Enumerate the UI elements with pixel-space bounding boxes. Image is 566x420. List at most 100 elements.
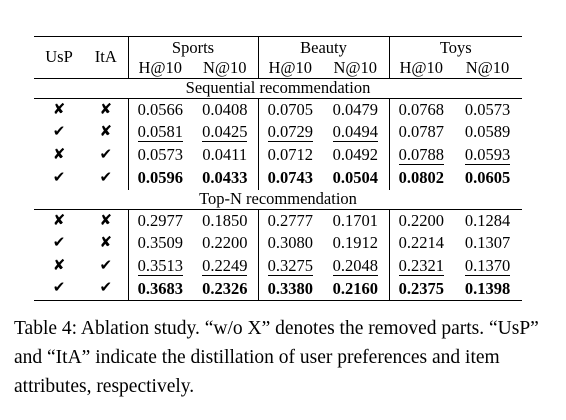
value-text: 0.0802 <box>398 167 444 187</box>
usp-mark-icon: ✘ <box>52 212 66 229</box>
value-cell: 0.1701 <box>322 209 390 233</box>
value-cell: 0.0581 <box>128 121 192 144</box>
value-cell: 0.1398 <box>453 277 523 301</box>
value-cell: 0.0433 <box>192 166 259 190</box>
usp-mark-icon: ✘ <box>52 146 66 163</box>
group-header-sports: Sports <box>128 36 259 59</box>
value-text: 0.1398 <box>464 278 511 298</box>
value-text: 0.1701 <box>332 210 378 230</box>
value-text: 0.0411 <box>202 145 248 165</box>
value-text: 0.0573 <box>137 145 183 165</box>
table-row: ✘ ✔ 0.0573 0.0411 0.0712 0.0492 0.0788 0.0593 <box>34 144 522 167</box>
value-text: 0.3080 <box>267 233 313 253</box>
table-row: ✔ ✘ 0.0581 0.0425 0.0729 0.0494 0.0787 0.0589 <box>34 121 522 144</box>
value-text: 0.3380 <box>267 278 313 298</box>
value-cell: 0.2214 <box>389 232 453 255</box>
metric-header: H@10 <box>389 58 453 79</box>
value-text: 0.0408 <box>202 99 248 119</box>
table-row: ✘ ✘ 0.0566 0.0408 0.0705 0.0479 0.0768 0.0573 <box>34 98 522 122</box>
value-text: 0.1850 <box>202 210 248 230</box>
value-text: 0.0566 <box>137 99 183 119</box>
ablation-table: UsP ItA Sports Beauty Toys H@10 N@10 H@1… <box>34 36 523 301</box>
value-text: 0.0433 <box>202 167 248 187</box>
usp-header: UsP <box>34 36 84 79</box>
usp-mark-icon: ✔ <box>52 235 66 252</box>
value-cell: 0.0712 <box>258 144 322 167</box>
metric-header: N@10 <box>192 58 259 79</box>
value-cell: 0.0593 <box>453 144 522 167</box>
value-cell: 0.0573 <box>128 144 192 167</box>
ita-mark-icon: ✔ <box>84 255 129 278</box>
value-cell: 0.3275 <box>258 255 322 278</box>
value-text: 0.0494 <box>332 122 378 142</box>
value-cell: 0.0504 <box>322 166 390 190</box>
group-header-beauty: Beauty <box>258 36 390 59</box>
value-cell: 0.0411 <box>192 144 259 167</box>
value-text: 0.0788 <box>398 145 444 165</box>
value-cell: 0.0589 <box>453 121 522 144</box>
usp-mark-icon: ✔ <box>34 277 84 301</box>
value-text: 0.0596 <box>137 167 183 187</box>
value-cell: 0.2200 <box>192 232 259 255</box>
value-cell: 0.3509 <box>128 232 192 255</box>
ita-mark-icon: ✔ <box>84 144 129 167</box>
value-cell: 0.0479 <box>322 98 390 122</box>
value-text: 0.0729 <box>267 122 313 142</box>
value-text: 0.3683 <box>137 278 183 298</box>
usp-mark-icon: ✔ <box>52 169 66 186</box>
value-cell: 0.2321 <box>389 255 453 278</box>
table-row: ✘ ✘ 0.2977 0.1850 0.2777 0.1701 0.2200 0.1284 <box>34 209 522 233</box>
value-cell: 0.2048 <box>322 255 390 278</box>
section-row: Sequential recommendation <box>34 78 523 99</box>
value-text: 0.0581 <box>137 122 183 142</box>
value-text: 0.0593 <box>464 145 511 165</box>
value-text: 0.0479 <box>332 99 378 119</box>
value-text: 0.0705 <box>267 99 313 119</box>
value-text: 0.0605 <box>464 167 511 187</box>
value-cell: 0.0787 <box>389 121 453 144</box>
usp-mark-icon: ✔ <box>52 124 66 141</box>
value-text: 0.2375 <box>398 278 444 298</box>
value-cell: 0.0408 <box>192 98 259 122</box>
value-text: 0.0573 <box>464 99 511 119</box>
value-cell: 0.1912 <box>322 232 390 255</box>
value-cell: 0.3683 <box>128 277 192 301</box>
section-title: Top-N recommendation <box>34 189 523 210</box>
value-cell: 0.0788 <box>389 144 453 167</box>
ita-mark-icon: ✘ <box>84 98 129 122</box>
metric-header: N@10 <box>322 58 390 79</box>
value-cell: 0.2249 <box>192 255 259 278</box>
usp-mark-icon: ✘ <box>52 257 66 274</box>
value-text: 0.0504 <box>332 167 378 187</box>
value-cell: 0.2326 <box>192 277 259 301</box>
value-cell: 0.1850 <box>192 209 259 233</box>
value-text: 0.0589 <box>464 122 511 142</box>
value-cell: 0.0596 <box>128 167 192 190</box>
value-text: 0.3513 <box>137 256 183 276</box>
value-text: 0.1912 <box>332 233 378 253</box>
value-cell: 0.0743 <box>258 167 322 190</box>
value-text: 0.1370 <box>464 256 511 276</box>
value-text: 0.2160 <box>332 278 378 298</box>
value-text: 0.2200 <box>398 210 444 230</box>
value-cell: 0.0492 <box>322 144 390 167</box>
value-text: 0.2777 <box>267 210 313 230</box>
value-text: 0.0787 <box>398 122 444 142</box>
value-text: 0.0712 <box>267 145 313 165</box>
metric-header: N@10 <box>453 58 523 79</box>
value-text: 0.3275 <box>267 256 313 276</box>
value-cell: 0.0566 <box>128 99 192 122</box>
value-cell: 0.0729 <box>258 121 322 144</box>
value-cell: 0.0705 <box>258 99 322 122</box>
ita-mark-icon: ✔ <box>84 166 129 190</box>
value-text: 0.0743 <box>267 167 313 187</box>
value-cell: 0.1370 <box>453 255 522 278</box>
value-cell: 0.3080 <box>258 232 322 255</box>
section-title: Sequential recommendation <box>34 78 523 99</box>
value-text: 0.1307 <box>464 233 511 253</box>
value-cell: 0.0605 <box>453 167 522 190</box>
value-text: 0.2249 <box>202 256 248 276</box>
value-cell: 0.1284 <box>453 210 522 233</box>
ita-mark-icon: ✘ <box>84 232 129 255</box>
value-cell: 0.2160 <box>322 277 390 301</box>
